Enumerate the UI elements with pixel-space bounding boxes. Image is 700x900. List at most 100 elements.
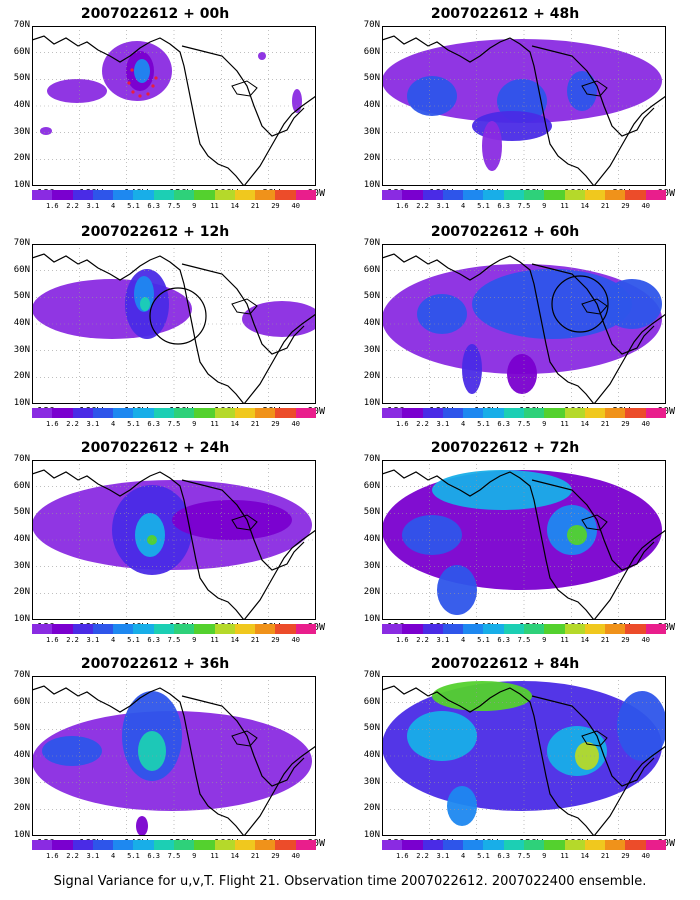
- colorbar-tick-label: 29: [271, 202, 280, 210]
- colorbar-swatch: [544, 408, 565, 418]
- colorbar-tick-label: 2.2: [416, 852, 429, 860]
- colorbar: [32, 624, 316, 634]
- colorbar-swatch: [133, 408, 154, 418]
- colorbar-tick-label: 6.3: [147, 852, 161, 860]
- panel-title: 2007022612 + 48h: [430, 6, 580, 22]
- coastline: [531, 479, 655, 571]
- latitude-label: 70N: [13, 670, 30, 680]
- colorbar-tick-label: 11: [210, 636, 219, 644]
- colorbar-tick-label: 9: [542, 852, 547, 860]
- variance-region: [567, 525, 587, 545]
- colorbar-swatch: [113, 624, 134, 634]
- colorbar-tick-label: 2.2: [416, 420, 429, 428]
- colorbar-tick-label: 14: [230, 202, 240, 210]
- coastline: [181, 263, 305, 355]
- latitude-label: 60N: [363, 46, 380, 57]
- great-lakes: [581, 80, 608, 97]
- colorbar-swatch: [463, 190, 484, 200]
- coastline: [593, 95, 666, 186]
- colorbar-swatch: [523, 840, 545, 850]
- colorbar-swatch: [483, 408, 504, 418]
- map-frame: [382, 676, 666, 836]
- colorbar: [32, 190, 316, 200]
- colorbar-swatch: [52, 190, 73, 200]
- colorbar-tick-label: 6.3: [147, 202, 161, 210]
- map-plot: [382, 676, 666, 836]
- great-lakes: [581, 730, 608, 747]
- latitude-label: 50N: [363, 507, 380, 518]
- latitude-label: 10N: [363, 398, 380, 408]
- latitude-label: 30N: [363, 126, 380, 137]
- colorbar-swatch: [605, 624, 626, 634]
- latitude-label: 10N: [13, 830, 30, 840]
- colorbar-ticks: 1.6 2.2 3.1 4 5.1 6.3 7.5 9 11 14 21 29 40: [32, 852, 316, 862]
- variance-region: [462, 344, 482, 394]
- colorbar-tick-label: 40: [641, 852, 650, 860]
- colorbar-swatch: [503, 190, 524, 200]
- variance-region: [417, 294, 467, 334]
- colorbar-swatch: [275, 408, 296, 418]
- colorbar: [32, 408, 316, 418]
- colorbar: [382, 190, 666, 200]
- colorbar-tick-label: 29: [621, 202, 630, 210]
- colorbar-tick-label: 4: [461, 636, 466, 644]
- colorbar-tick-label: 29: [621, 852, 630, 860]
- panel-title: 2007022612 + 24h: [80, 440, 230, 456]
- colorbar-ticks: 1.6 2.2 3.1 4 5.1 6.3 7.5 9 11 14 21 29 40: [382, 420, 666, 430]
- colorbar-tick-label: 11: [210, 420, 219, 428]
- colorbar-tick-label: 9: [192, 202, 197, 210]
- latitude-label: 20N: [363, 587, 380, 598]
- coastline: [382, 253, 595, 404]
- latitude-label: 20N: [13, 587, 30, 598]
- latitude-label: 40N: [13, 318, 30, 328]
- colorbar-tick-label: 7.5: [167, 636, 181, 644]
- variance-region: [432, 470, 572, 510]
- colorbar-swatch: [295, 190, 316, 200]
- colorbar-tick-label: 40: [291, 636, 300, 644]
- colorbar-swatch: [564, 190, 585, 200]
- colorbar-swatch: [605, 840, 626, 850]
- latitude-label: 40N: [13, 534, 30, 544]
- colorbar-tick-label: 7.5: [167, 852, 181, 860]
- colorbar-swatch: [32, 408, 53, 418]
- latitude-label: 10N: [363, 830, 380, 840]
- colorbar-tick-label: 1.6: [395, 636, 409, 644]
- colorbar-tick-label: 14: [580, 636, 590, 644]
- colorbar-swatch: [92, 624, 114, 634]
- latitude-label: 50N: [363, 723, 380, 734]
- longitude-label: 60W: [656, 406, 676, 417]
- colorbar-swatch: [442, 624, 464, 634]
- panel-title: 2007022612 + 12h: [80, 224, 230, 240]
- latitude-label: 70N: [363, 20, 380, 30]
- colorbar-swatch: [422, 840, 443, 850]
- colorbar-swatch: [133, 190, 154, 200]
- latitude-label: 20N: [13, 803, 30, 814]
- colorbar-tick-label: 21: [600, 202, 610, 210]
- colorbar-swatch: [234, 408, 256, 418]
- colorbar-tick-label: 5.1: [127, 202, 140, 210]
- latitude-label: 10N: [13, 614, 30, 624]
- colorbar-tick-label: 5.1: [477, 636, 490, 644]
- colorbar-swatch: [52, 624, 73, 634]
- colorbar-tick-label: 21: [600, 852, 610, 860]
- colorbar-swatch: [194, 190, 215, 200]
- colorbar: [32, 840, 316, 850]
- map-panel: 2007022612 + 12h 70N60N50N40N30N20N10N18…: [0, 224, 330, 440]
- variance-region: [407, 711, 477, 761]
- latitude-label: 50N: [363, 291, 380, 302]
- map-plot: [382, 460, 666, 620]
- colorbar-tick-label: 21: [250, 202, 260, 210]
- colorbar-swatch: [295, 624, 316, 634]
- latitude-label: 10N: [13, 398, 30, 408]
- colorbar-swatch: [194, 624, 215, 634]
- colorbar-swatch: [625, 840, 646, 850]
- colorbar-tick-label: 3.1: [436, 420, 450, 428]
- colorbar-tick-label: 11: [210, 852, 219, 860]
- colorbar-tick-label: 1.6: [45, 852, 59, 860]
- latitude-label: 30N: [13, 344, 30, 355]
- colorbar-swatch: [402, 624, 423, 634]
- map-panel: 2007022612 + 24h 70N60N50N40N30N20N10N18…: [0, 440, 330, 656]
- longitude-label: 60W: [656, 622, 676, 633]
- colorbar-tick-label: 21: [250, 420, 260, 428]
- latitude-label: 60N: [13, 696, 30, 707]
